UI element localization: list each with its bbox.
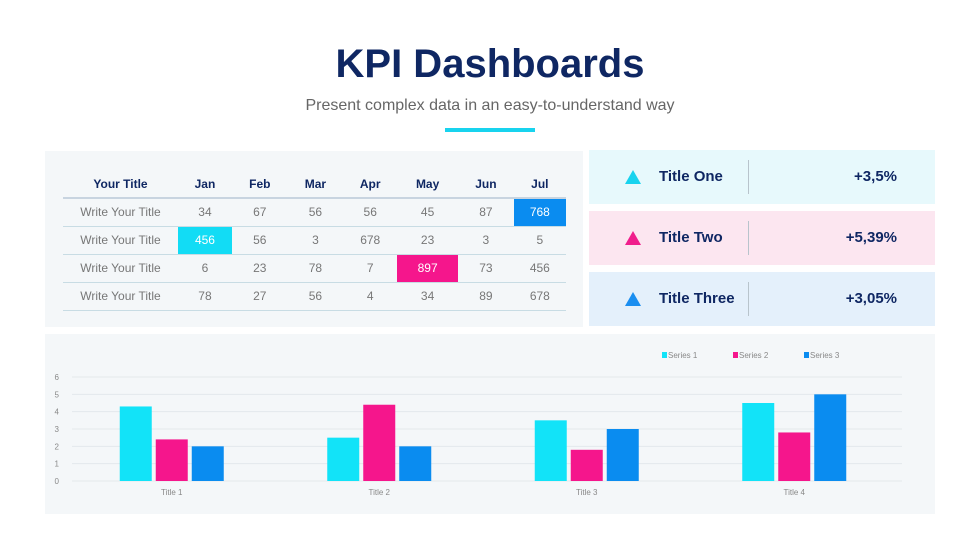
table-cell: 6 — [178, 254, 232, 283]
table-cell: 56 — [343, 198, 398, 227]
kpi-divider — [748, 221, 749, 255]
y-tick-label: 4 — [55, 408, 60, 417]
kpi-value: +5,39% — [845, 229, 897, 246]
x-tick-label: Title 1 — [161, 488, 183, 497]
bar-series-1 — [327, 437, 360, 481]
kpi-table: Your Title Jan Feb Mar Apr May Jun Jul Write Yo… — [63, 171, 566, 311]
bar-series-2 — [155, 439, 188, 481]
page-subtitle: Present complex data in an easy-to-under… — [305, 97, 675, 114]
table-cell: 23 — [231, 254, 288, 283]
table-cell: 678 — [513, 282, 566, 311]
column-header: May — [397, 171, 459, 199]
bar-series-2 — [778, 432, 811, 481]
column-header: Mar — [287, 171, 344, 199]
table-cell: 56 — [231, 226, 288, 255]
kpi-divider — [748, 160, 749, 194]
bar-chart-panel: 0 1 2 3 4 5 6 Title 1 Title 2 Title 3 Title 4 Serie… — [45, 334, 935, 514]
bar-chart: 0 1 2 3 4 5 6 Title 1 Title 2 Title 3 Title 4 Serie… — [55, 351, 902, 497]
table-cell: 3 — [458, 226, 514, 255]
table-cell: 78 — [178, 282, 232, 311]
kpi-label: Title Three — [659, 290, 735, 307]
bar-series-3 — [399, 446, 432, 481]
y-tick-label: 0 — [55, 477, 60, 486]
table-cell: 768 — [513, 198, 566, 227]
kpi-value: +3,05% — [845, 290, 897, 307]
table-cell: 87 — [458, 198, 514, 227]
row-label: Write Your Title — [63, 282, 178, 311]
table-cell: 45 — [397, 198, 459, 227]
accent-divider — [445, 128, 535, 132]
kpi-card: Title Two +5,39% — [589, 211, 935, 265]
table-row: Write Your Title 456 56 3 678 23 3 5 — [63, 226, 566, 255]
y-tick-label: 6 — [55, 373, 60, 382]
row-label: Write Your Title — [63, 226, 178, 255]
table-row: Write Your Title 34 67 56 56 45 87 768 — [63, 198, 566, 227]
row-label: Write Your Title — [63, 198, 178, 227]
kpi-table-panel: Your Title Jan Feb Mar Apr May Jun Jul Write Yo… — [45, 151, 583, 327]
row-label: Write Your Title — [63, 254, 178, 283]
column-header: Jul — [513, 171, 566, 199]
x-tick-label: Title 2 — [369, 488, 391, 497]
bar-series-1 — [742, 403, 775, 481]
table-cell: 78 — [287, 254, 344, 283]
table-cell: 34 — [178, 198, 232, 227]
page-title: KPI Dashboards — [335, 42, 645, 86]
table-cell: 56 — [287, 282, 344, 311]
table-cell: 4 — [343, 282, 398, 311]
table-cell: 678 — [343, 226, 398, 255]
bar-series-2 — [363, 404, 396, 481]
bar-series-3 — [191, 446, 224, 481]
column-header: Feb — [231, 171, 288, 199]
legend-swatch — [733, 352, 738, 358]
y-tick-label: 5 — [55, 390, 60, 399]
table-cell: 3 — [287, 226, 344, 255]
column-header: Apr — [343, 171, 398, 199]
table-cell: 56 — [287, 198, 344, 227]
kpi-value: +3,5% — [854, 168, 897, 185]
y-tick-label: 1 — [55, 460, 60, 469]
table-cell: 73 — [458, 254, 514, 283]
table-cell: 456 — [513, 254, 566, 283]
y-tick-label: 2 — [55, 442, 60, 451]
y-tick-label: 3 — [55, 425, 60, 434]
kpi-label: Title Two — [659, 229, 723, 246]
table-cell: 23 — [397, 226, 459, 255]
triangle-up-icon — [625, 170, 641, 184]
kpi-card: Title One +3,5% — [589, 150, 935, 204]
legend-label: Series 3 — [810, 351, 840, 360]
table-cell: 5 — [513, 226, 566, 255]
legend-label: Series 1 — [668, 351, 698, 360]
legend-swatch — [662, 352, 667, 358]
kpi-card: Title Three +3,05% — [589, 272, 935, 326]
legend-label: Series 2 — [739, 351, 769, 360]
table-cell: 67 — [231, 198, 288, 227]
table-row: Write Your Title 6 23 78 7 897 73 456 — [63, 254, 566, 283]
bar-series-3 — [606, 429, 639, 481]
table-cell: 456 — [178, 226, 232, 255]
kpi-divider — [748, 282, 749, 316]
column-header: Your Title — [63, 171, 178, 199]
bar-series-2 — [570, 449, 603, 481]
table-cell: 7 — [343, 254, 398, 283]
bar-series-3 — [814, 394, 847, 481]
legend-swatch — [804, 352, 809, 358]
triangle-up-icon — [625, 231, 641, 245]
column-header: Jun — [458, 171, 514, 199]
bar-series-1 — [534, 420, 567, 481]
x-tick-label: Title 3 — [576, 488, 598, 497]
table-cell: 897 — [397, 254, 459, 283]
triangle-up-icon — [625, 292, 641, 306]
table-header-row: Your Title Jan Feb Mar Apr May Jun Jul — [63, 171, 566, 199]
table-cell: 34 — [397, 282, 459, 311]
table-cell: 89 — [458, 282, 514, 311]
table-row: Write Your Title 78 27 56 4 34 89 678 — [63, 282, 566, 311]
kpi-label: Title One — [659, 168, 723, 185]
column-header: Jan — [178, 171, 232, 199]
x-tick-label: Title 4 — [784, 488, 806, 497]
table-cell: 27 — [231, 282, 288, 311]
bar-series-1 — [119, 406, 152, 481]
